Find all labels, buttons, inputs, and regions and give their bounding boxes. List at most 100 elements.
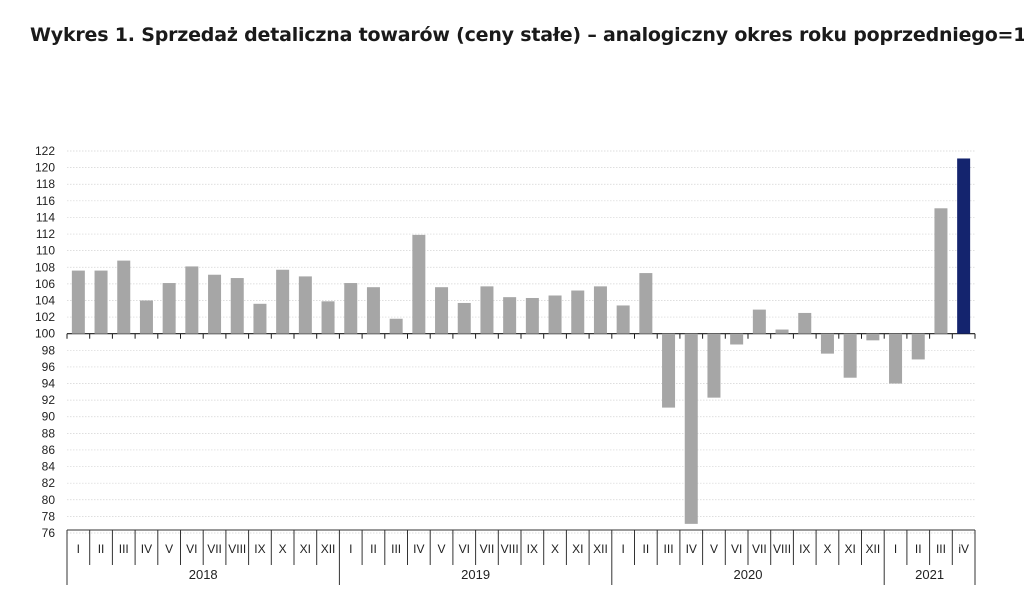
- x-tick-label: iV: [958, 542, 969, 556]
- year-label: 2020: [734, 567, 763, 582]
- x-tick-label: XII: [321, 542, 336, 556]
- bar: [94, 270, 108, 334]
- y-tick-label: 84: [42, 460, 56, 474]
- y-tick-label: 116: [36, 194, 55, 208]
- bar: [889, 333, 903, 384]
- y-tick-label: 86: [42, 443, 56, 457]
- x-tick-label: I: [621, 542, 624, 556]
- bar: [616, 305, 630, 334]
- bar: [162, 283, 176, 334]
- bar: [117, 260, 131, 334]
- bar: [208, 274, 222, 334]
- bar: [707, 333, 721, 398]
- x-tick-label: III: [119, 542, 129, 556]
- x-tick-label: X: [279, 542, 287, 556]
- x-tick-label: IX: [799, 542, 810, 556]
- x-tick-label: VIII: [501, 542, 519, 556]
- y-tick-label: 92: [42, 393, 56, 407]
- x-tick-label: VII: [207, 542, 222, 556]
- bar: [866, 333, 880, 341]
- x-tick-label: III: [936, 542, 946, 556]
- y-tick-label: 90: [42, 410, 56, 424]
- x-tick-label: VI: [459, 542, 470, 556]
- bar: [457, 302, 471, 334]
- bar: [662, 333, 676, 408]
- y-tick-label: 78: [42, 509, 56, 523]
- gridlines: [66, 150, 976, 534]
- y-tick-label: 108: [35, 260, 55, 274]
- x-tick-label: VI: [186, 542, 197, 556]
- bar: [185, 266, 199, 334]
- bar: [798, 312, 812, 334]
- x-tick-label: XII: [593, 542, 608, 556]
- y-tick-label: 100: [35, 327, 55, 341]
- x-tick-label: VII: [480, 542, 495, 556]
- year-label: 2019: [461, 567, 490, 582]
- x-tick-label: IV: [686, 542, 697, 556]
- x-tick-label: XI: [844, 542, 855, 556]
- year-label: 2018: [189, 567, 218, 582]
- bar: [820, 333, 834, 354]
- x-tick-label: IV: [141, 542, 152, 556]
- bar: [911, 333, 925, 360]
- x-tick-label: IX: [254, 542, 265, 556]
- bar: [230, 278, 244, 334]
- x-tick-label: VIII: [773, 542, 791, 556]
- bar: [843, 333, 857, 378]
- x-tick-label: VIII: [228, 542, 246, 556]
- bar: [593, 286, 607, 334]
- x-tick-label: III: [664, 542, 674, 556]
- x-tick-label: III: [391, 542, 401, 556]
- bar: [775, 329, 789, 334]
- y-tick-label: 104: [35, 293, 55, 307]
- x-tick-label: V: [438, 542, 446, 556]
- x-tick-label: VI: [731, 542, 742, 556]
- x-tick-label: II: [370, 542, 377, 556]
- bar: [934, 208, 948, 334]
- x-tick-label: V: [165, 542, 173, 556]
- y-tick-label: 110: [36, 244, 55, 258]
- y-tick-label: 114: [36, 210, 55, 224]
- y-tick-label: 112: [36, 227, 55, 241]
- bar: [344, 283, 358, 334]
- y-tick-label: 98: [42, 343, 56, 357]
- bar: [480, 286, 494, 334]
- x-tick-label: XI: [572, 542, 583, 556]
- x-tick-label: V: [710, 542, 718, 556]
- y-axis-ticks: 76 78 80 82 84 86 88 90 92 94 96 98 100 102 104 106 108 1…: [35, 144, 55, 540]
- bar: [435, 287, 449, 334]
- bar: [389, 318, 403, 334]
- x-tick-label: I: [77, 542, 80, 556]
- bar: [298, 276, 312, 334]
- x-tick-label: IV: [413, 542, 424, 556]
- x-tick-label: II: [915, 542, 922, 556]
- y-tick-label: 122: [35, 144, 55, 158]
- y-tick-label: 120: [35, 161, 55, 175]
- bar: [412, 234, 426, 334]
- x-tick-label: X: [823, 542, 831, 556]
- x-tick-label: II: [98, 542, 105, 556]
- bar: [957, 158, 971, 334]
- y-tick-label: 94: [42, 377, 56, 391]
- bar: [684, 333, 698, 524]
- bar: [730, 333, 744, 345]
- y-tick-label: 96: [42, 360, 56, 374]
- y-tick-label: 88: [42, 426, 56, 440]
- bar: [276, 269, 290, 334]
- bar: [571, 290, 585, 334]
- x-tick-label: XII: [866, 542, 881, 556]
- y-tick-label: 118: [36, 177, 55, 191]
- y-tick-label: 102: [35, 310, 55, 324]
- x-tick-label: I: [894, 542, 897, 556]
- bar: [503, 297, 517, 334]
- y-tick-label: 106: [35, 277, 55, 291]
- year-label: 2021: [915, 567, 944, 582]
- bar: [71, 270, 85, 334]
- bars: [71, 158, 971, 524]
- bar: [321, 301, 335, 334]
- bar: [639, 273, 653, 334]
- x-tick-label: X: [551, 542, 559, 556]
- y-tick-label: 76: [42, 526, 56, 540]
- bar: [548, 295, 562, 334]
